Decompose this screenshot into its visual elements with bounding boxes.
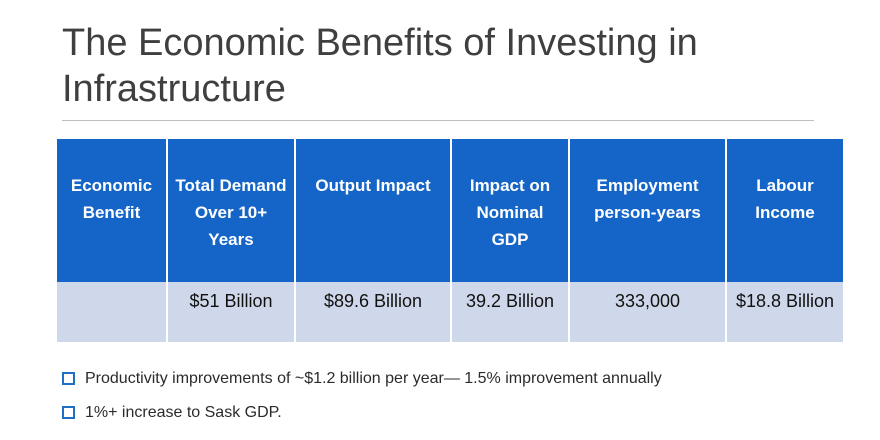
bullet-text: Productivity improvements of ~$1.2 billi… [85,370,662,387]
cell-employment: 333,000 [569,282,727,342]
title-divider [62,120,814,121]
bullet-list: Productivity improvements of ~$1.2 billi… [62,367,862,431]
cell-labour-income: $18.8 Billion [726,282,843,342]
slide-title: The Economic Benefits of Investing in In… [62,22,698,110]
checkbox-square-icon [62,406,75,419]
header-total-demand: Total Demand Over 10+ Years [167,139,296,282]
header-employment: Employment person-years [569,139,727,282]
table-header-row: Economic Benefit Total Demand Over 10+ Y… [57,139,843,282]
economic-benefits-table: Economic Benefit Total Demand Over 10+ Y… [57,139,843,342]
header-economic-benefit: Economic Benefit [57,139,168,282]
cell-output-impact: $89.6 Billion [295,282,452,342]
header-labour-income: Labour Income [726,139,843,282]
cell-total-demand: $51 Billion [167,282,296,342]
list-item: 1%+ increase to Sask GDP. [62,401,862,431]
checkbox-square-icon [62,372,75,385]
bullet-text: 1%+ increase to Sask GDP. [85,404,282,421]
cell-economic-benefit [57,282,168,342]
list-item: Productivity improvements of ~$1.2 billi… [62,367,862,397]
table-row: $51 Billion $89.6 Billion 39.2 Billion 3… [57,282,843,342]
cell-nominal-gdp: 39.2 Billion [451,282,570,342]
header-output-impact: Output Impact [295,139,452,282]
header-nominal-gdp: Impact on Nominal GDP [451,139,570,282]
